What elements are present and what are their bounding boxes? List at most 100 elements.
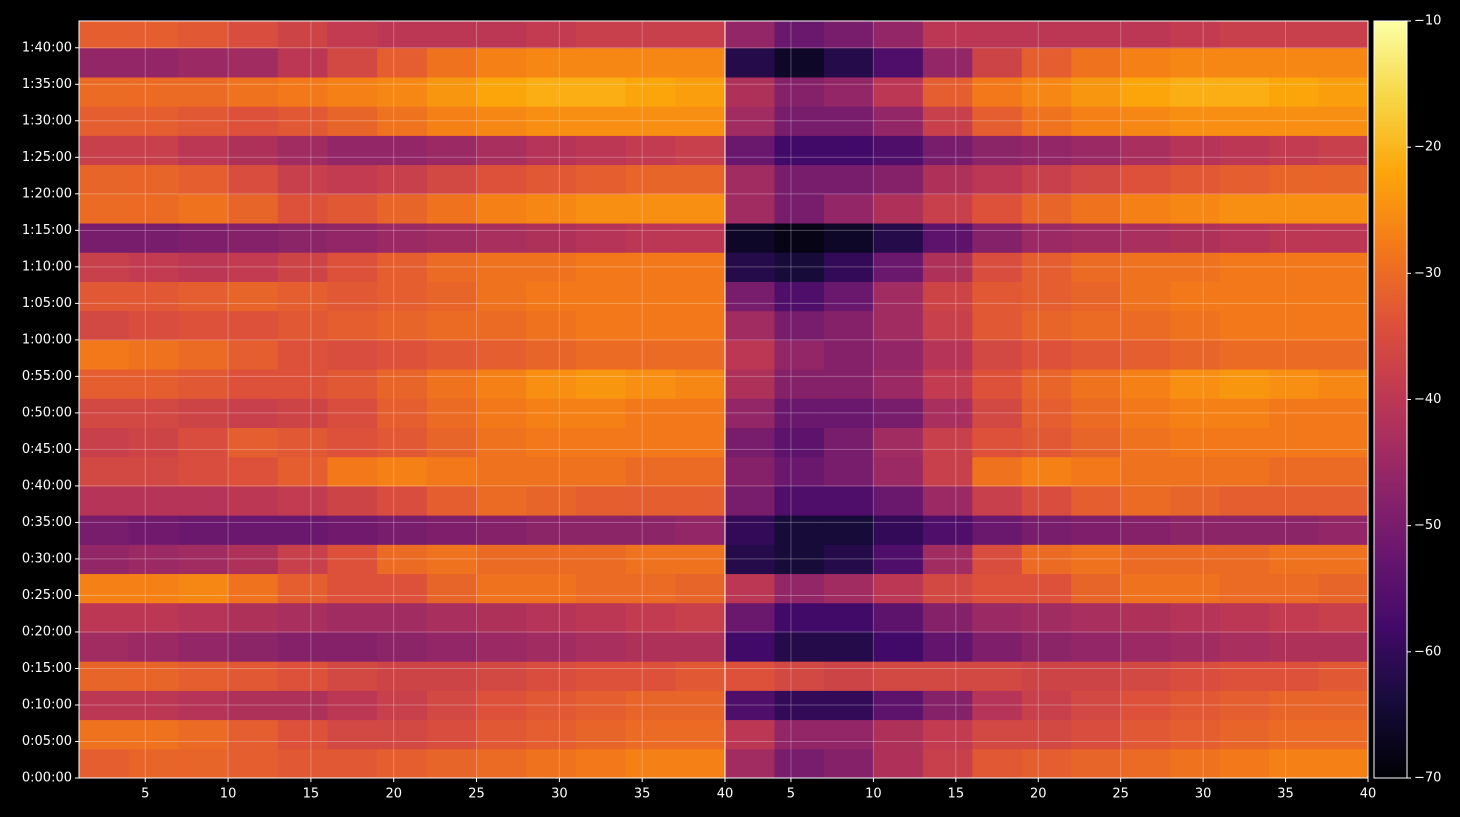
heatmap-cell (476, 106, 527, 136)
heatmap-cell (526, 164, 577, 195)
heatmap-cell (128, 47, 179, 78)
heatmap-cell (476, 515, 527, 545)
heatmap-cell (128, 602, 179, 633)
heatmap-cell (228, 339, 279, 370)
heatmap-cell (725, 544, 775, 575)
heatmap-cell (377, 223, 428, 253)
heatmap-cell (178, 515, 229, 545)
heatmap-cell (128, 76, 179, 107)
heatmap-cell (178, 339, 229, 370)
heatmap-cell (1120, 76, 1171, 107)
heatmap-cell (625, 339, 676, 370)
heatmap-cell (128, 398, 179, 428)
heatmap-cell (1071, 193, 1122, 224)
heatmap-cell (426, 631, 478, 662)
heatmap-cell (972, 661, 1023, 691)
heatmap-cell (1021, 719, 1072, 750)
heatmap-cell (327, 310, 378, 341)
heatmap-cell (79, 193, 130, 224)
heatmap-cell (1318, 339, 1368, 370)
heatmap-cell (1021, 573, 1072, 604)
heatmap-cell (1269, 21, 1320, 49)
heatmap-cell (178, 485, 229, 516)
heatmap-cell (277, 544, 328, 575)
heatmap-cell (1021, 398, 1072, 428)
heatmap-cell (1269, 76, 1320, 107)
heatmap-cell (1219, 310, 1270, 341)
heatmap-cell (128, 339, 179, 370)
heatmap-cell (178, 748, 229, 778)
heatmap-cell (228, 106, 279, 136)
heatmap-cell (1269, 310, 1320, 341)
heatmap-cell (526, 631, 577, 662)
heatmap-cell (1219, 252, 1270, 282)
y-tick-label: 0:45:00 (22, 442, 72, 457)
heatmap-cell (575, 47, 627, 78)
colorbar-tick-label: −70 (1414, 771, 1441, 786)
heatmap-cell (526, 427, 577, 458)
heatmap-cell (922, 544, 973, 575)
heatmap-cell (178, 310, 229, 341)
heatmap-cell (1071, 252, 1122, 282)
heatmap-cell (625, 485, 676, 516)
heatmap-cell (1219, 485, 1270, 516)
heatmap-cell (725, 661, 775, 691)
heatmap-cell (327, 661, 378, 691)
heatmap-cell (922, 339, 973, 370)
heatmap-cell (327, 456, 378, 487)
heatmap-cell (1120, 193, 1171, 224)
heatmap-cell (972, 748, 1023, 778)
heatmap-cell (922, 252, 973, 282)
y-tick-label: 0:50:00 (22, 405, 72, 420)
heatmap-cell (625, 456, 676, 487)
heatmap-cell (774, 456, 825, 487)
heatmap-cell (575, 719, 627, 750)
heatmap-cell (476, 193, 527, 224)
heatmap-cell (1071, 339, 1122, 370)
heatmap-cell (1021, 631, 1072, 662)
heatmap-cell (327, 281, 378, 312)
heatmap-cell (476, 369, 527, 399)
heatmap-cell (774, 47, 825, 78)
heatmap-cell (625, 544, 676, 575)
heatmap-cell (228, 602, 279, 633)
heatmap-cell (228, 135, 279, 166)
heatmap-cell (922, 47, 973, 78)
heatmap-cell (1170, 193, 1221, 224)
heatmap-cell (725, 631, 775, 662)
heatmap-cell (1318, 748, 1368, 778)
heatmap-cell (1021, 456, 1072, 487)
heatmap-cell (625, 661, 676, 691)
heatmap-cell (774, 573, 825, 604)
heatmap-cell (873, 21, 924, 49)
heatmap-cell (1269, 602, 1320, 633)
heatmap-cell (178, 544, 229, 575)
heatmap-cell (79, 398, 130, 428)
heatmap-cell (228, 47, 279, 78)
heatmap-cell (1021, 748, 1072, 778)
heatmap-cell (526, 135, 577, 166)
heatmap-cell (377, 106, 428, 136)
heatmap-cell (873, 456, 924, 487)
heatmap-cell (178, 252, 229, 282)
heatmap-cell (526, 106, 577, 136)
y-tick-label: 1:15:00 (22, 223, 72, 238)
heatmap-cell (922, 164, 973, 195)
heatmap-cell (327, 398, 378, 428)
x-tick-label: 15 (303, 787, 320, 802)
heatmap-cell (1219, 427, 1270, 458)
x-tick-label: 20 (385, 787, 402, 802)
heatmap-cell (377, 719, 428, 750)
heatmap-cell (1269, 47, 1320, 78)
heatmap-cell (128, 223, 179, 253)
heatmap-cell (526, 252, 577, 282)
heatmap-cell (327, 573, 378, 604)
heatmap-cell (178, 719, 229, 750)
heatmap-cell (1269, 485, 1320, 516)
heatmap-cell (1219, 21, 1270, 49)
heatmap-cell (277, 690, 328, 721)
heatmap-cell (327, 690, 378, 721)
heatmap-cell (1219, 281, 1270, 312)
heatmap-cell (277, 602, 328, 633)
heatmap-cell (1170, 339, 1221, 370)
